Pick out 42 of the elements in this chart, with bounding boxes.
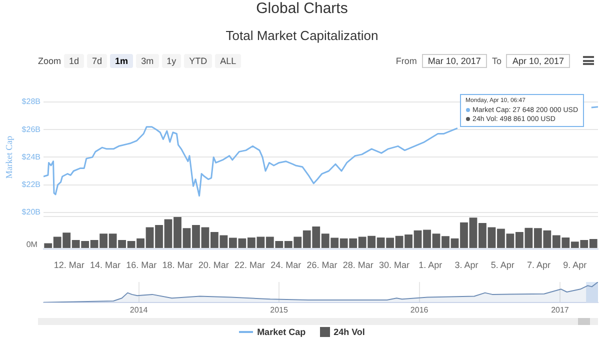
text: ALL [215, 54, 242, 68]
chart-subtitle: Total Market Capitalization [224, 28, 380, 43]
x-tick-label: 12. Mar [54, 260, 84, 270]
text: 7d [87, 54, 108, 68]
y-tick-label: $26B [22, 124, 40, 134]
x-tick-label: 2015 [270, 305, 288, 314]
x-tick-label: 24. Mar [270, 260, 302, 270]
text: Apr 10, 2017 [506, 54, 570, 68]
x-tick-label: 22. Mar [234, 260, 265, 270]
x-tick-label: 18. Mar [162, 260, 193, 270]
text: From [396, 56, 417, 66]
text: Zoom [38, 56, 62, 66]
x-tick-label: 14. Mar [90, 260, 120, 270]
legend-label: 24h Vol [334, 327, 365, 337]
text: 1m [110, 54, 134, 68]
legend-label: Market Cap [257, 327, 306, 337]
x-tick-label: 16. Mar [126, 260, 157, 270]
x-tick-label: 30. Mar [378, 260, 410, 270]
x-tick-label: 7. Apr [526, 260, 550, 270]
y-tick-label: $24B [22, 152, 40, 162]
y-tick-label: $22B [22, 180, 40, 190]
y-tick-label: $20B [22, 208, 40, 217]
x-tick-label: 2014 [130, 305, 148, 314]
x-tick-label: 9. Apr [563, 260, 587, 270]
y-axis-title: Market Cap [4, 135, 14, 179]
y-tick-label: $28B [22, 97, 40, 106]
text: Mar 10, 2017 [422, 54, 487, 68]
x-tick-label: 2017 [551, 305, 570, 314]
x-tick-label: 26. Mar [306, 260, 338, 270]
x-tick-label: 3. Apr [454, 260, 478, 270]
x-tick-label: 1. Apr [418, 260, 442, 270]
x-tick-label: 28. Mar [342, 260, 374, 270]
chart-title: Global Charts [255, 0, 349, 17]
text: 1y [162, 54, 182, 68]
text: YTD [184, 54, 212, 68]
text: 1d [64, 54, 84, 68]
text: To [492, 56, 502, 66]
text: 0M [26, 240, 38, 250]
x-tick-label: 5. Apr [490, 260, 514, 270]
x-tick-label: 20. Mar [198, 260, 229, 270]
text: 3m [136, 54, 159, 68]
x-tick-label: 2016 [410, 305, 429, 314]
